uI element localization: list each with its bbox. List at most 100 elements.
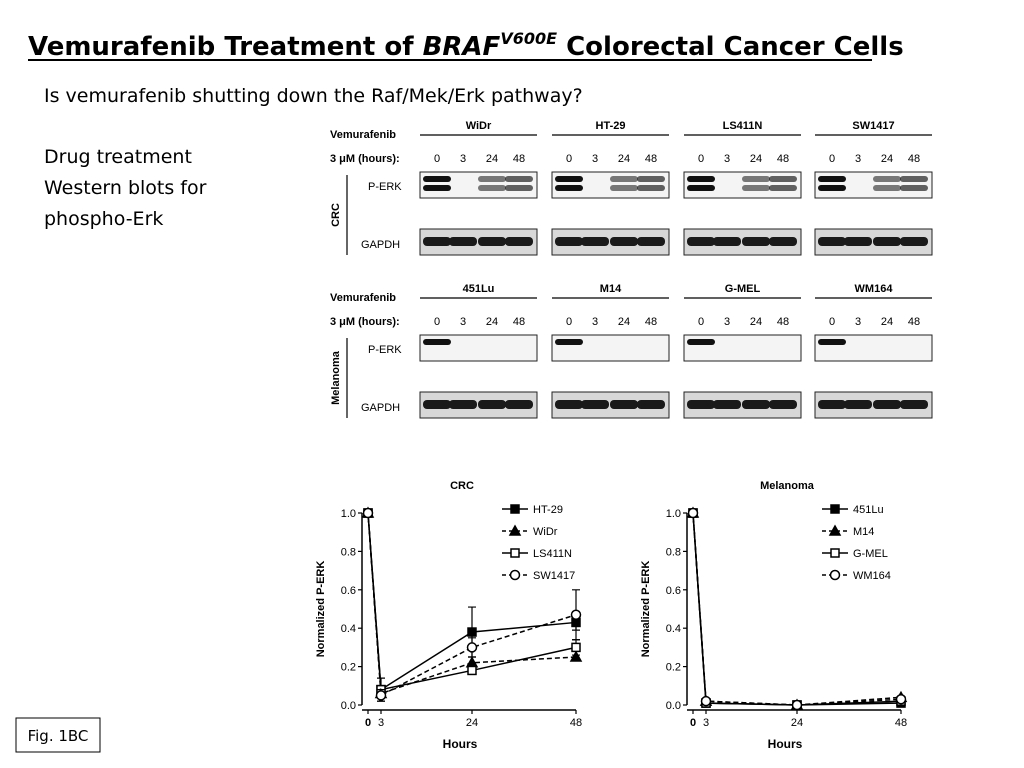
blot-band <box>581 237 609 246</box>
legend-label: WM164 <box>853 570 891 582</box>
blot-band <box>423 339 451 345</box>
time-label: 0 <box>566 316 572 328</box>
x-tick-label: 0 <box>365 717 371 729</box>
blot-panel <box>551 334 670 362</box>
marker <box>510 504 520 514</box>
y-tick-label: 0.4 <box>666 623 681 635</box>
x-axis-label: Hours <box>768 737 803 751</box>
marker <box>375 690 387 701</box>
chart-title: Melanoma <box>760 480 815 492</box>
y-axis-label: Normalized P-ERK <box>640 561 652 658</box>
time-label: 0 <box>434 316 440 328</box>
x-tick-label: 24 <box>466 717 478 729</box>
marker <box>467 627 477 637</box>
time-label: 24 <box>750 153 762 165</box>
time-label: 48 <box>777 153 789 165</box>
marker <box>570 609 582 621</box>
blot-band <box>555 339 583 345</box>
dose-label: 3 μM (hours): <box>330 316 400 328</box>
blot-band <box>900 237 928 246</box>
blot-band <box>637 185 665 191</box>
figure-label: Fig. 1BC <box>28 727 89 745</box>
title-part: Vemurafenib Treatment of <box>28 32 423 62</box>
cell-line-label: LS411N <box>723 120 763 132</box>
dose-label: 3 μM (hours): <box>330 153 400 165</box>
blot-band <box>478 237 506 246</box>
y-tick-label: 0.8 <box>341 546 356 558</box>
time-label: 48 <box>513 153 525 165</box>
series-line <box>692 512 902 706</box>
y-tick-label: 0.6 <box>341 585 356 597</box>
series-line <box>692 512 902 706</box>
blot-band <box>478 185 506 191</box>
y-tick-label: 0.0 <box>666 700 681 712</box>
blot-panel <box>814 334 933 362</box>
row-label: GAPDH <box>361 402 400 414</box>
note-line: Drug treatment <box>44 146 192 168</box>
blot-band <box>900 176 928 182</box>
marker <box>828 524 842 536</box>
x-tick-label: 48 <box>895 717 907 729</box>
time-label: 0 <box>434 153 440 165</box>
marker <box>791 699 803 711</box>
blot-panel <box>683 334 802 362</box>
blot-band <box>423 176 451 182</box>
time-label: 3 <box>724 316 730 328</box>
cell-line-label: M14 <box>600 283 622 295</box>
cell-line-label: 451Lu <box>463 283 495 295</box>
blot-band <box>873 237 901 246</box>
blot-band <box>423 237 451 246</box>
title-part: BRAF <box>423 32 501 62</box>
time-label: 0 <box>698 316 704 328</box>
time-label: 24 <box>618 316 630 328</box>
blot-band <box>687 176 715 182</box>
blot-band <box>610 185 638 191</box>
series-line <box>692 512 902 706</box>
time-label: 0 <box>829 316 835 328</box>
time-label: 3 <box>855 316 861 328</box>
x-axis-label: Hours <box>443 737 478 751</box>
x-tick-label: 3 <box>378 717 384 729</box>
time-label: 0 <box>566 153 572 165</box>
blot-band <box>742 185 770 191</box>
blot-band <box>423 400 451 409</box>
y-tick-label: 1.0 <box>341 508 356 520</box>
marker <box>467 665 477 676</box>
y-tick-label: 1.0 <box>666 508 681 520</box>
note-line: phospho-Erk <box>44 208 163 230</box>
marker <box>508 524 522 536</box>
blot-band <box>555 176 583 182</box>
question: Is vemurafenib shutting down the Raf/Mek… <box>44 85 583 107</box>
blot-band <box>505 185 533 191</box>
time-label: 24 <box>618 153 630 165</box>
y-tick-label: 0.2 <box>341 662 356 674</box>
cell-line-label: HT-29 <box>596 120 626 132</box>
blot-band <box>742 176 770 182</box>
row-label: P-ERK <box>368 181 402 193</box>
blot-band <box>610 176 638 182</box>
marker <box>830 504 840 514</box>
time-label: 24 <box>486 316 498 328</box>
blot-band <box>687 339 715 345</box>
blot-band <box>742 237 770 246</box>
blot-band <box>713 400 741 409</box>
blot-band <box>478 400 506 409</box>
blot-band <box>610 400 638 409</box>
marker <box>569 650 583 662</box>
blot-band <box>555 400 583 409</box>
cell-line-label: SW1417 <box>852 120 894 132</box>
blot-band <box>769 400 797 409</box>
y-tick-label: 0.8 <box>666 546 681 558</box>
blot-band <box>505 176 533 182</box>
x-tick-label: 24 <box>791 717 803 729</box>
y-tick-label: 0.4 <box>341 623 356 635</box>
row-label: GAPDH <box>361 239 400 251</box>
blot-band <box>742 400 770 409</box>
time-label: 0 <box>698 153 704 165</box>
marker <box>829 569 841 581</box>
time-label: 24 <box>750 316 762 328</box>
blot-band <box>687 400 715 409</box>
blot-band <box>505 237 533 246</box>
y-axis-label: Normalized P-ERK <box>315 561 327 658</box>
